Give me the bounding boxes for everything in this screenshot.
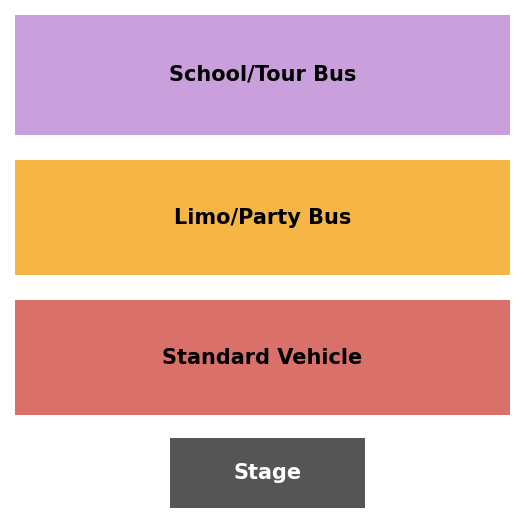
Text: Standard Vehicle: Standard Vehicle	[162, 348, 363, 368]
Bar	[15, 160, 510, 275]
Bar	[15, 15, 510, 135]
Text: Stage: Stage	[234, 463, 301, 483]
Bar	[15, 300, 510, 415]
Bar	[170, 438, 365, 508]
Text: Limo/Party Bus: Limo/Party Bus	[174, 207, 351, 227]
Text: School/Tour Bus: School/Tour Bus	[169, 65, 356, 85]
